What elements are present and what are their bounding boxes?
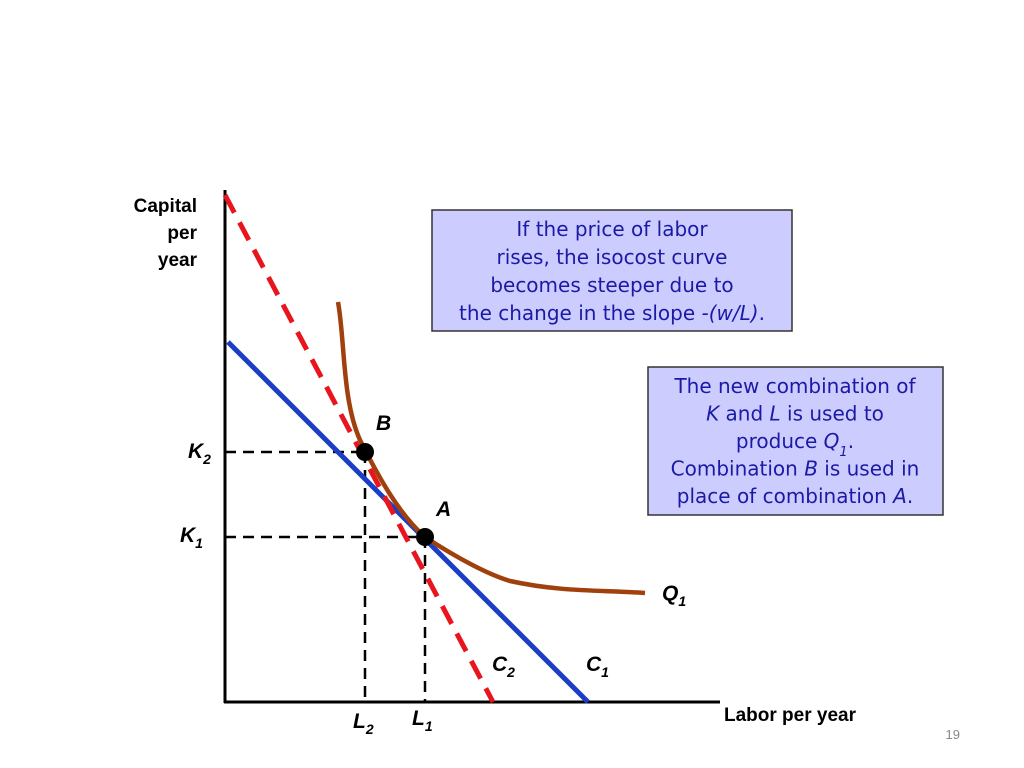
y-axis-label: year [158, 250, 198, 271]
axis-mark: L1 [412, 707, 433, 734]
label-sub: 2 [202, 451, 211, 467]
curve-label: C1 [586, 653, 609, 680]
page-number: 19 [946, 727, 960, 742]
note-line: If the price of labor [516, 217, 708, 241]
note-run: and [719, 402, 769, 426]
y-axis-label: Capital [134, 196, 197, 217]
note-run: . [907, 484, 913, 508]
label-sub: 1 [195, 535, 203, 551]
note-run: K [706, 402, 721, 426]
axis-mark: L2 [353, 710, 374, 737]
note-run: The new combination of [673, 374, 916, 398]
note-box [431, 209, 793, 332]
label-main: L [353, 710, 366, 733]
note-line: K and L is used to [706, 402, 884, 426]
note-line: becomes steeper due to [490, 273, 733, 297]
note-line: place of combination A. [677, 484, 913, 508]
note-run: is used to [781, 402, 884, 426]
note-line: produce Q1. [736, 429, 854, 460]
label-main: C [492, 653, 508, 676]
note-run: If the price of labor [516, 217, 708, 241]
note-run: Combination [671, 457, 805, 481]
label-sub: 2 [506, 664, 515, 680]
point-label: A [435, 498, 451, 521]
note-run: is used in [818, 457, 919, 481]
point-label: B [376, 412, 391, 435]
note-run: 1 [839, 445, 847, 460]
note-line: the change in the slope -(w/L). [459, 301, 765, 325]
note-run: produce [736, 429, 824, 453]
label-main: C [586, 653, 602, 676]
label-main: K [188, 440, 205, 463]
label-sub: 1 [425, 718, 433, 734]
curve-label: C2 [492, 653, 515, 680]
note-run: the change in the slope [459, 301, 701, 325]
label-main: Q [662, 582, 678, 605]
y-axis-label: per [167, 223, 197, 244]
point-a [416, 528, 434, 546]
axis-mark: K1 [180, 524, 203, 551]
label-main: L [412, 707, 425, 730]
label-sub: 1 [601, 664, 609, 680]
note-run: rises, the isocost curve [497, 245, 728, 269]
axis-mark: K2 [188, 440, 211, 467]
label-main: K [180, 524, 197, 547]
note-run: A [891, 484, 907, 508]
note-run: . [848, 429, 854, 453]
curve-label: Q1 [662, 582, 686, 609]
guides [225, 450, 427, 702]
note-run: . [759, 301, 765, 325]
label-sub: 2 [365, 721, 374, 737]
label-sub: 1 [678, 593, 686, 609]
point-b [356, 443, 374, 461]
note-line: The new combination of [673, 374, 916, 398]
note-line: rises, the isocost curve [497, 245, 728, 269]
note-run: L [770, 402, 781, 426]
note-run: Q [824, 429, 840, 453]
note-line: Combination B is used in [671, 457, 920, 481]
note-run: becomes steeper due to [490, 273, 733, 297]
note-run: -(w/L) [702, 301, 759, 325]
x-axis-label: Labor per year [724, 705, 857, 726]
note-run: place of combination [677, 484, 893, 508]
note-box [647, 366, 944, 516]
note-run: B [804, 457, 818, 481]
